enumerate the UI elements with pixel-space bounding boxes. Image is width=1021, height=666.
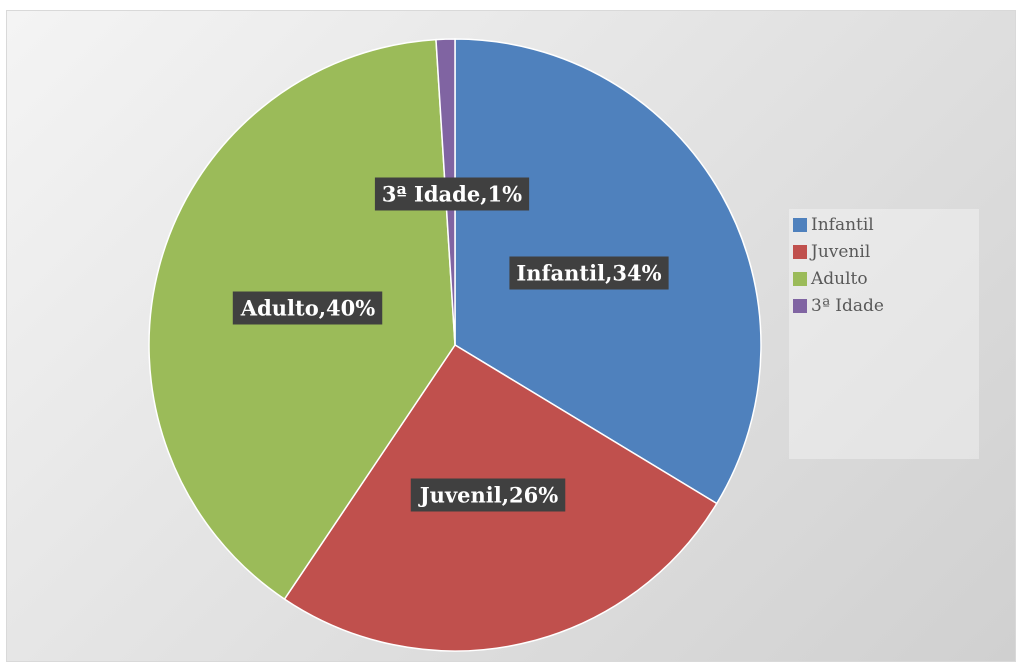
data-label-adulto: Adulto,40% [232, 291, 383, 325]
data-label-3-idade: 3ª Idade,1% [374, 177, 530, 211]
legend-item-juvenil: Juvenil [793, 238, 979, 265]
legend-swatch [793, 217, 807, 232]
legend-swatch [793, 244, 807, 259]
legend-item-3-idade: 3ª Idade [793, 292, 979, 319]
legend-label: Infantil [811, 214, 874, 235]
data-label-text: 3ª Idade,1% [382, 182, 522, 207]
pie-chart: Infantil,34% Juvenil,26% Adulto,40% 3ª Idad… [148, 38, 762, 652]
legend-label: Juvenil [811, 241, 871, 262]
data-label-infantil: Infantil,34% [509, 256, 669, 290]
legend-swatch [793, 298, 807, 313]
chart-area: Infantil,34% Juvenil,26% Adulto,40% 3ª Idad… [6, 10, 1016, 662]
legend-label: Adulto [811, 268, 868, 289]
data-label-text: Adulto,40% [240, 296, 375, 321]
legend-item-infantil: Infantil [793, 211, 979, 238]
legend-swatch [793, 271, 807, 286]
data-label-juvenil: Juvenil,26% [410, 478, 566, 512]
data-label-text: Infantil,34% [516, 261, 661, 286]
legend: Infantil Juvenil Adulto 3ª Idade [789, 209, 979, 459]
data-label-text: Juvenil,26% [418, 483, 559, 508]
legend-label: 3ª Idade [811, 295, 884, 316]
legend-item-adulto: Adulto [793, 265, 979, 292]
